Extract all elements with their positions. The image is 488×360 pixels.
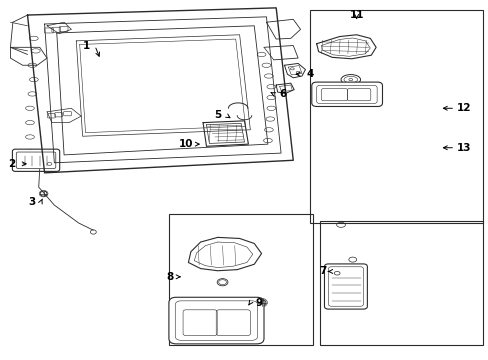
Text: 5: 5 (214, 111, 221, 121)
Text: 10: 10 (179, 139, 193, 149)
Text: 3: 3 (29, 197, 36, 207)
FancyBboxPatch shape (311, 82, 382, 107)
Ellipse shape (348, 78, 352, 81)
Bar (168, 214, 312, 345)
Bar (310, 10, 483, 223)
Text: 2: 2 (8, 159, 15, 169)
FancyBboxPatch shape (12, 149, 60, 171)
Text: 1: 1 (82, 41, 89, 50)
Text: 7: 7 (318, 266, 325, 276)
Text: 13: 13 (456, 143, 470, 153)
Text: 12: 12 (456, 103, 470, 113)
FancyBboxPatch shape (168, 297, 264, 344)
Bar (320, 221, 483, 345)
Text: 8: 8 (166, 272, 174, 282)
Text: 4: 4 (306, 69, 313, 79)
FancyBboxPatch shape (324, 264, 366, 309)
Text: 6: 6 (278, 89, 285, 99)
Text: 11: 11 (349, 10, 363, 20)
Text: 9: 9 (255, 298, 262, 308)
